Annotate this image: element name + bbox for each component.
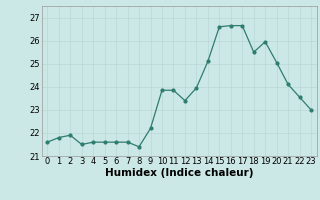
X-axis label: Humidex (Indice chaleur): Humidex (Indice chaleur)	[105, 168, 253, 178]
